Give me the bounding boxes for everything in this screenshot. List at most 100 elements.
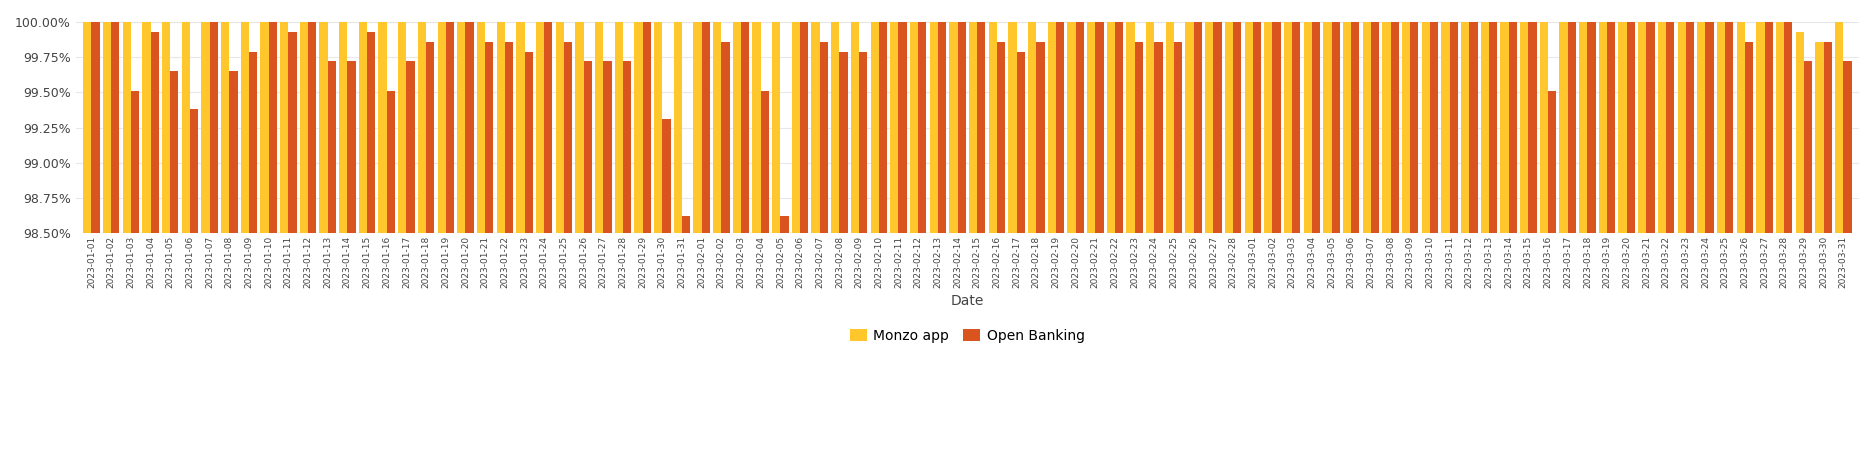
Bar <box>633 22 642 233</box>
Bar <box>1008 22 1015 233</box>
Bar <box>536 22 543 233</box>
Bar <box>968 22 976 233</box>
Bar <box>858 52 867 233</box>
Bar <box>1461 22 1468 233</box>
Bar <box>682 216 689 233</box>
Bar <box>1350 22 1358 233</box>
Bar <box>1028 22 1036 233</box>
Bar <box>1126 22 1133 233</box>
Bar <box>131 91 139 233</box>
Bar <box>1586 22 1594 233</box>
Bar <box>878 22 886 233</box>
Bar <box>1272 22 1279 233</box>
Bar <box>740 22 749 233</box>
Bar <box>1450 22 1457 233</box>
Bar <box>1540 22 1547 233</box>
Bar <box>1500 22 1508 233</box>
Bar <box>753 22 760 233</box>
Bar <box>871 22 878 233</box>
Bar <box>1618 22 1626 233</box>
Bar <box>406 62 414 233</box>
Bar <box>1068 22 1075 233</box>
Bar <box>465 22 474 233</box>
Bar <box>1429 22 1437 233</box>
Bar <box>82 22 92 233</box>
Legend: Monzo app, Open Banking: Monzo app, Open Banking <box>845 323 1090 348</box>
Bar <box>1232 22 1240 233</box>
Bar <box>1422 22 1429 233</box>
Bar <box>1015 52 1025 233</box>
Bar <box>436 22 446 233</box>
Bar <box>996 42 1004 233</box>
Bar <box>1107 22 1114 233</box>
Bar <box>1704 22 1712 233</box>
Bar <box>1686 22 1693 233</box>
Bar <box>1547 91 1555 233</box>
Bar <box>1626 22 1633 233</box>
Bar <box>800 22 807 233</box>
Bar <box>832 22 839 233</box>
Bar <box>1804 62 1811 233</box>
Bar <box>583 62 592 233</box>
Bar <box>1264 22 1272 233</box>
Bar <box>367 32 375 233</box>
Bar <box>1558 22 1568 233</box>
Bar <box>1322 22 1332 233</box>
Bar <box>976 22 985 233</box>
Bar <box>182 22 189 233</box>
Bar <box>339 22 347 233</box>
Bar <box>760 91 768 233</box>
Bar <box>721 42 729 233</box>
Bar <box>614 22 622 233</box>
Bar <box>1225 22 1232 233</box>
Bar <box>1054 22 1064 233</box>
Bar <box>918 22 925 233</box>
Bar <box>1165 22 1172 233</box>
Bar <box>554 22 564 233</box>
Bar <box>890 22 897 233</box>
Bar <box>1292 22 1300 233</box>
Bar <box>714 22 721 233</box>
Bar <box>819 42 828 233</box>
Bar <box>1716 22 1725 233</box>
Bar <box>457 22 465 233</box>
Bar <box>1764 22 1772 233</box>
Bar <box>811 22 819 233</box>
Bar <box>1822 42 1832 233</box>
Bar <box>1697 22 1704 233</box>
Bar <box>1410 22 1418 233</box>
Bar <box>288 32 296 233</box>
Bar <box>1401 22 1410 233</box>
Bar <box>103 22 111 233</box>
Bar <box>1519 22 1528 233</box>
Bar <box>693 22 701 233</box>
Bar <box>603 62 611 233</box>
Bar <box>1676 22 1686 233</box>
Bar <box>1794 32 1804 233</box>
Bar <box>260 22 268 233</box>
Bar <box>1637 22 1646 233</box>
Bar <box>328 62 335 233</box>
Bar <box>779 216 789 233</box>
Bar <box>418 22 425 233</box>
Bar <box>485 42 493 233</box>
Bar <box>200 22 210 233</box>
Bar <box>189 109 199 233</box>
Bar <box>543 22 553 233</box>
Bar <box>1725 22 1733 233</box>
Bar <box>358 22 367 233</box>
Bar <box>1283 22 1292 233</box>
Bar <box>1755 22 1764 233</box>
Bar <box>221 22 229 233</box>
Bar <box>1154 42 1161 233</box>
Bar <box>1528 22 1536 233</box>
Bar <box>1783 22 1791 233</box>
Bar <box>1776 22 1783 233</box>
Bar <box>1508 22 1515 233</box>
Bar <box>425 42 435 233</box>
Bar <box>950 22 957 233</box>
Bar <box>661 119 671 233</box>
Bar <box>446 22 453 233</box>
Bar <box>897 22 907 233</box>
Bar <box>1480 22 1489 233</box>
